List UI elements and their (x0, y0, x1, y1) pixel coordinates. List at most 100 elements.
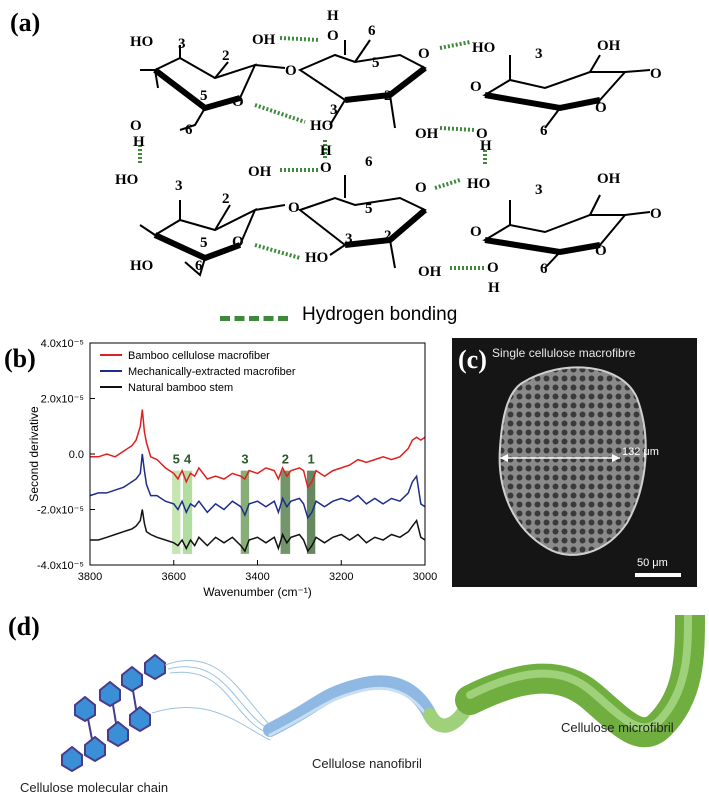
carbon-number: 3 (330, 102, 338, 118)
carbon-number: 3 (535, 182, 543, 198)
carbon-number: 3 (175, 178, 183, 194)
series-line-0 (90, 409, 426, 490)
atom-h: H (320, 143, 332, 159)
atom-o-ring: O (232, 94, 244, 110)
atom-oh-mid: OH (248, 164, 272, 180)
atom-ho-mid: HO (310, 118, 333, 134)
band-label-5: 5 (173, 452, 180, 467)
hydrogen-bond-legend: Hydrogen bonding (220, 304, 520, 334)
atom-oh-right: OH (597, 38, 621, 54)
micrograph-title: Single cellulose macrofibre (492, 346, 636, 360)
y-axis-label: Second derivative (27, 406, 41, 502)
atom-ho-bottom-left: HO (115, 172, 138, 188)
atom-o-end: O (650, 66, 662, 82)
x-tick-label: 3000 (413, 571, 437, 583)
atom-h-bottom: H (488, 280, 500, 296)
fibre-cross-section (498, 366, 681, 577)
atom-ho-bottom-right: HO (467, 176, 490, 192)
x-tick-label: 3600 (162, 571, 186, 583)
band-label-3: 3 (241, 452, 248, 467)
carbon-number: 6 (195, 258, 203, 274)
atom-o-top: O (327, 28, 339, 44)
fibril-strands (151, 659, 273, 741)
hydrogen-bond-lines (138, 36, 487, 270)
y-tick-label: 4.0x10⁻⁵ (41, 338, 84, 350)
ftir-second-derivative-chart: 5 4 3 2 1 4.0x10⁻⁵ 2.0x10⁻⁵ 0.0 -2.0x10⁻⁵ -4.0x10… (27, 338, 437, 599)
carbon-number: 5 (200, 235, 208, 251)
atom-h-bottom: H (133, 134, 145, 150)
y-tick-label: -2.0x10⁻⁵ (37, 505, 84, 517)
band-label-2: 2 (282, 452, 289, 467)
microfibril-label: Cellulose microfibril (561, 720, 674, 735)
atom-ho-bottom-mid: HO (305, 250, 328, 266)
panel-label-a: (a) (10, 8, 41, 37)
y-tick-label: -4.0x10⁻⁵ (37, 560, 84, 572)
cellulose-hierarchy-illustration (61, 615, 705, 773)
sem-micrograph: Single cellulose macrofibre 132 μm 50 μm (452, 338, 697, 587)
atom-o-ring: O (415, 180, 427, 196)
atom-o-ring: O (595, 243, 607, 259)
atom-h-top: H (327, 8, 339, 24)
scale-bar-label: 50 μm (637, 557, 668, 569)
panel-label-b: (b) (4, 344, 36, 373)
atom-ho-top-left: HO (130, 34, 153, 50)
atom-oh-top: OH (252, 32, 276, 48)
legend-entry-0: Bamboo cellulose macrofiber (128, 350, 270, 362)
band-3 (240, 470, 250, 554)
carbon-number: 6 (365, 154, 373, 170)
carbon-number: 5 (365, 201, 373, 217)
carbon-number: 3 (345, 231, 353, 247)
atom-o-link: O (285, 63, 297, 79)
carbon-number: 2 (384, 88, 392, 104)
band-5 (172, 470, 181, 554)
diameter-label: 132 μm (622, 446, 659, 458)
x-axis-label: Wavenumber (cm⁻¹) (203, 585, 312, 599)
atom-o-top: O (320, 160, 332, 176)
molecular-chain (61, 653, 166, 773)
carbon-number: 6 (368, 23, 376, 39)
atom-oh-bottom-right: OH (597, 171, 621, 187)
atom-o-ring: O (232, 234, 244, 250)
atom-h-right: H (480, 138, 492, 154)
carbon-number: 5 (200, 88, 208, 104)
carbon-number: 6 (185, 122, 193, 138)
series-line-1 (89, 453, 426, 520)
carbon-number: 3 (535, 46, 543, 62)
carbon-number: 6 (540, 261, 548, 277)
cellulose-structure-diagram: HO 3 2 OH H O 6 5 O O O HO 3 OH O O 5 O … (115, 8, 662, 296)
atom-o-end: O (650, 206, 662, 222)
atom-o-bottom: O (130, 118, 142, 134)
band-2 (280, 470, 291, 554)
x-tick-label: 3200 (329, 571, 353, 583)
carbon-number: 5 (372, 55, 380, 71)
atom-o-link: O (470, 79, 482, 95)
atom-o-link: O (288, 200, 300, 216)
x-tick-label: 3400 (245, 571, 269, 583)
atom-o-link: O (470, 224, 482, 240)
legend-entry-1: Mechanically-extracted macrofiber (128, 366, 296, 378)
x-tick-label: 3800 (78, 571, 102, 583)
carbon-number: 2 (384, 228, 392, 244)
atom-o-bottom: O (476, 126, 488, 142)
atom-o-ring: O (418, 46, 430, 62)
carbon-number: 3 (178, 36, 186, 52)
atom-oh-bottom: OH (415, 126, 439, 142)
panel-label-c: (c) (458, 345, 487, 374)
nanofibril-label: Cellulose nanofibril (312, 756, 422, 771)
band-label-1: 1 (307, 452, 314, 467)
legend-entry-2: Natural bamboo stem (128, 382, 233, 394)
hydrogen-bond-label: Hydrogen bonding (302, 304, 458, 325)
band-4 (182, 470, 193, 554)
panel-label-d: (d) (8, 612, 40, 641)
atom-oh-bottom: OH (418, 264, 442, 280)
band-label-4: 4 (184, 452, 192, 467)
atom-o-ring: O (595, 100, 607, 116)
chain-label: Cellulose molecular chain (20, 780, 169, 795)
series-line-2 (90, 509, 426, 553)
atom-ho-bottom: HO (130, 258, 153, 274)
carbon-number: 2 (222, 48, 230, 64)
hydrogen-bond-swatch (220, 316, 288, 321)
carbon-number: 2 (222, 191, 230, 207)
atom-ho-right: HO (472, 40, 495, 56)
atom-o-bottom: O (487, 260, 499, 276)
